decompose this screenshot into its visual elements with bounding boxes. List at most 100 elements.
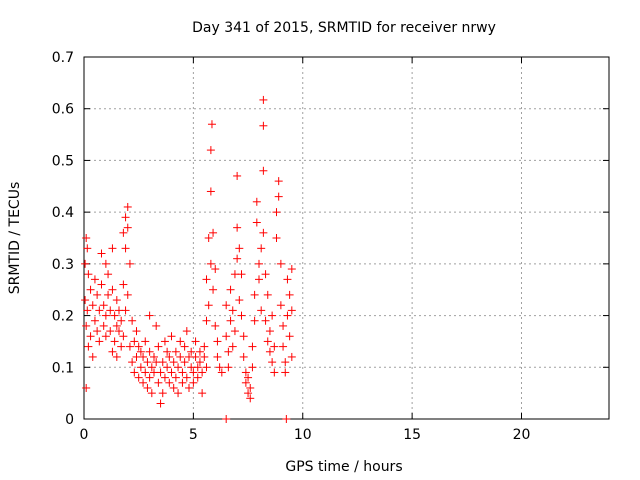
data-point <box>158 389 167 398</box>
data-point <box>248 363 257 372</box>
data-point <box>136 347 145 356</box>
data-point <box>198 368 207 377</box>
data-point <box>182 373 191 382</box>
data-point <box>283 311 292 320</box>
data-point <box>224 363 233 372</box>
y-tick-label: 0.5 <box>52 153 74 169</box>
data-point <box>145 347 154 356</box>
data-point <box>228 306 237 315</box>
data-point <box>235 296 244 305</box>
data-point <box>123 223 132 232</box>
data-point <box>191 352 200 361</box>
data-point <box>281 368 290 377</box>
data-point <box>282 415 291 423</box>
data-point <box>195 358 204 367</box>
data-point <box>176 337 185 346</box>
data-point <box>143 358 152 367</box>
y-tick-label: 0.3 <box>52 257 74 273</box>
data-point <box>104 270 113 279</box>
data-point <box>207 120 216 129</box>
data-point <box>224 347 233 356</box>
data-point <box>287 352 296 361</box>
data-point <box>202 363 211 372</box>
x-tick-label: 15 <box>403 427 421 443</box>
data-point <box>189 368 198 377</box>
data-point <box>213 352 222 361</box>
data-point <box>82 234 91 242</box>
data-point <box>222 332 231 341</box>
data-point <box>112 352 121 361</box>
data-point <box>233 223 242 232</box>
data-point <box>101 311 110 320</box>
data-point <box>86 285 95 294</box>
data-point <box>156 368 165 377</box>
data-point <box>259 121 268 130</box>
data-point <box>88 301 97 310</box>
data-point <box>134 342 143 351</box>
data-point <box>252 218 261 227</box>
x-axis-label: GPS time / hours <box>285 459 402 475</box>
data-point <box>226 316 235 325</box>
y-tick-label: 0 <box>65 412 74 428</box>
data-point <box>233 254 242 263</box>
data-point <box>171 373 180 382</box>
data-point <box>99 321 108 330</box>
data-point <box>182 327 191 336</box>
data-point <box>121 306 130 315</box>
data-point <box>200 352 209 361</box>
data-point <box>180 342 189 351</box>
data-point <box>244 373 253 382</box>
data-point <box>180 358 189 367</box>
data-point <box>237 311 246 320</box>
data-point <box>171 347 180 356</box>
data-point <box>112 321 121 330</box>
data-point <box>110 337 119 346</box>
data-point <box>204 234 213 242</box>
data-point <box>90 275 99 284</box>
data-point <box>145 373 154 382</box>
data-point <box>121 213 130 222</box>
data-point <box>259 166 268 175</box>
data-point <box>185 383 193 392</box>
chart-title: Day 341 of 2015, SRMTID for receiver nrw… <box>192 20 496 36</box>
data-point <box>287 265 296 274</box>
data-point <box>279 342 288 351</box>
y-ticks: 0 0.1 0.2 0.3 0.4 0.5 0.6 0.7 <box>52 50 609 428</box>
x-tick-label: 5 <box>189 427 198 443</box>
data-point <box>169 383 178 392</box>
data-point <box>84 342 93 351</box>
data-point <box>239 332 248 341</box>
data-point <box>160 337 169 346</box>
data-point <box>285 290 294 299</box>
x-tick-label: 10 <box>294 427 312 443</box>
data-point <box>274 192 283 201</box>
data-point <box>276 301 285 310</box>
data-point <box>213 337 222 346</box>
data-point <box>178 368 187 377</box>
data-point <box>263 337 272 346</box>
data-point <box>83 244 92 253</box>
data-point <box>156 399 165 408</box>
data-point <box>268 311 277 320</box>
data-point <box>195 347 204 356</box>
data-point <box>268 358 277 367</box>
data-point <box>106 306 115 315</box>
data-point <box>121 244 130 253</box>
data-point <box>123 290 132 299</box>
y-tick-label: 0.2 <box>52 309 74 325</box>
data-point <box>163 363 172 372</box>
data-point <box>257 306 266 315</box>
data-point <box>112 296 121 305</box>
data-point <box>235 244 244 253</box>
data-point <box>130 337 139 346</box>
data-point <box>270 368 279 377</box>
data-point <box>246 394 255 403</box>
data-point <box>139 378 148 387</box>
data-point <box>222 415 231 423</box>
data-point <box>139 352 148 361</box>
data-point <box>169 358 178 367</box>
data-point <box>209 228 218 237</box>
y-axis-label: SRMTID / TECUs <box>7 182 23 295</box>
data-point <box>250 316 259 325</box>
grid <box>84 57 609 419</box>
